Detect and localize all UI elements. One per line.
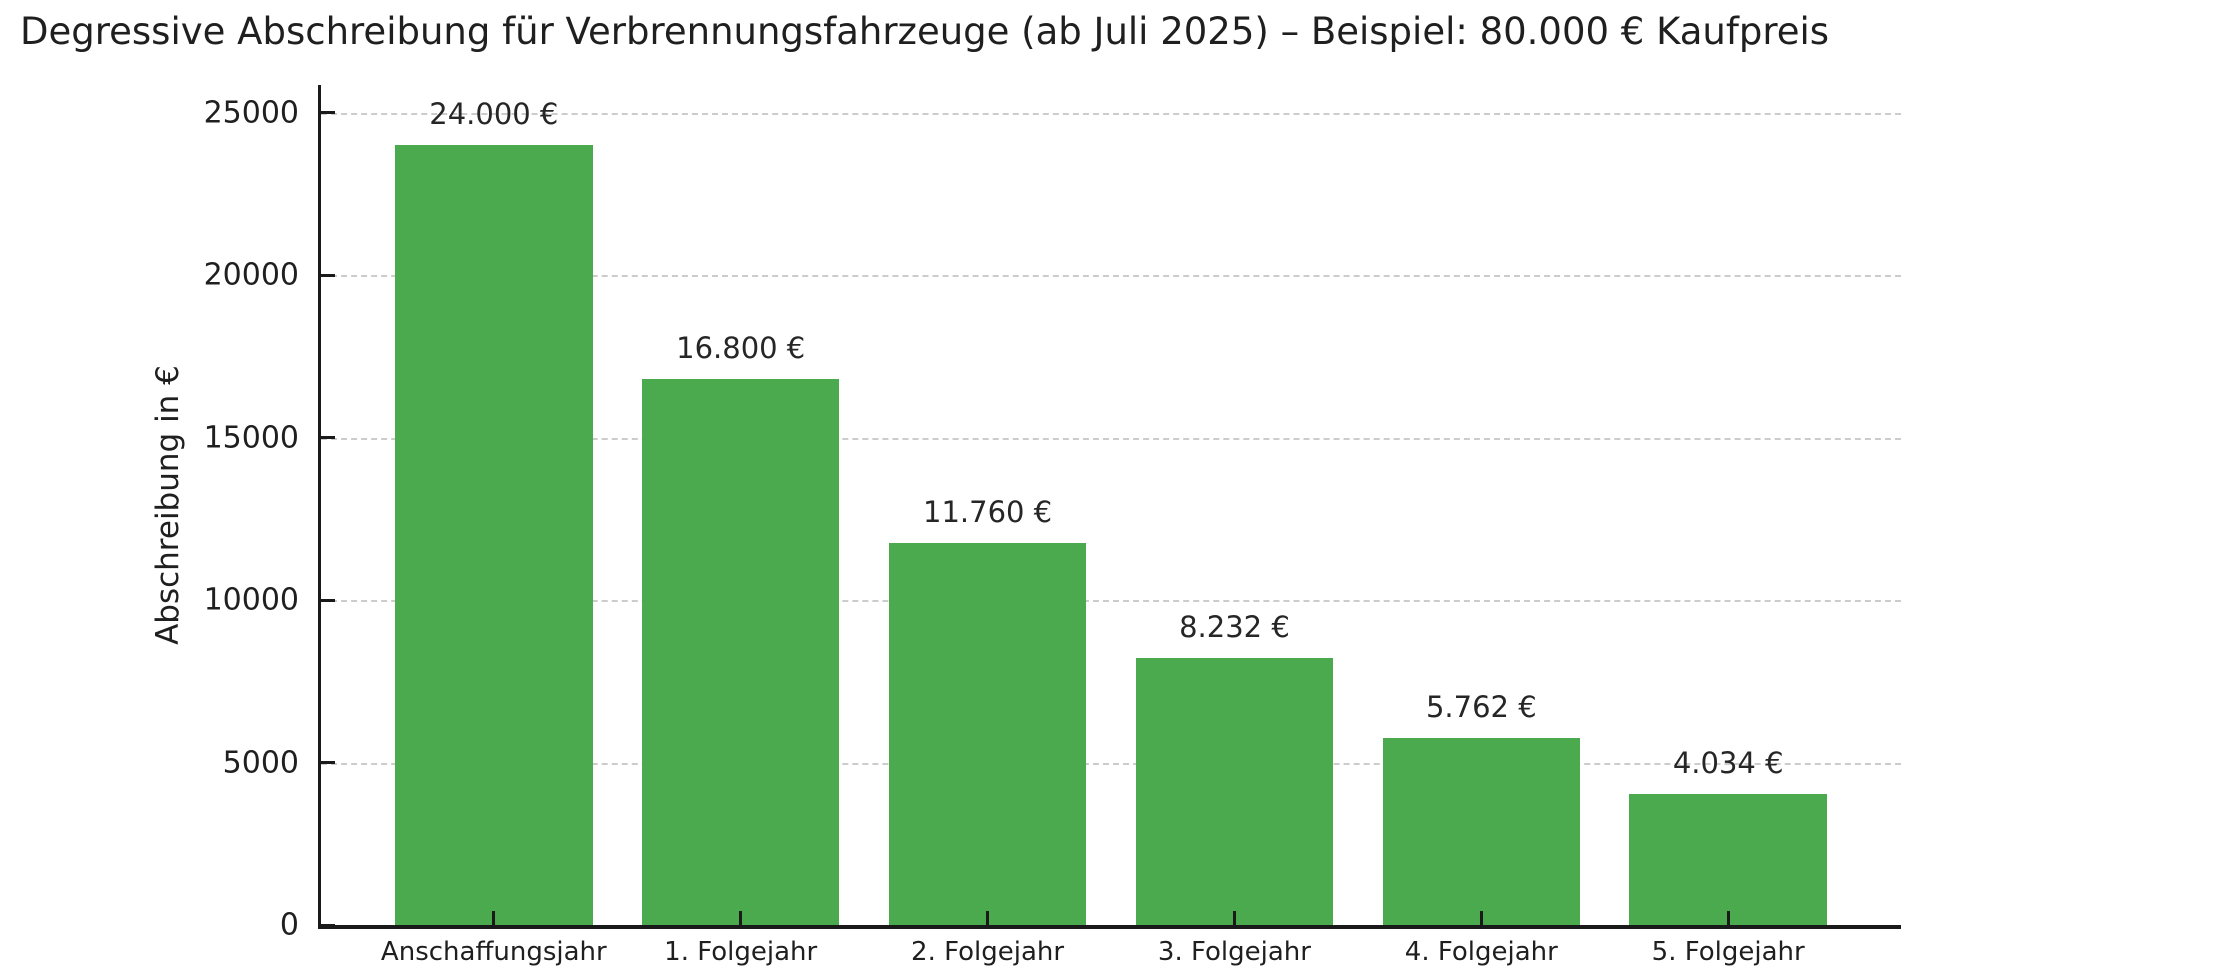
y-tick-label: 15000 [203,420,299,456]
bar-3-folgejahr [1135,657,1334,925]
gridline-15000 [321,437,1901,440]
bar-value-label: 24.000 € [429,97,559,132]
y-tick-label: 25000 [203,95,299,131]
y-tick-label: 10000 [203,582,299,618]
gridline-10000 [321,600,1901,603]
x-tick-label: 3. Folgejahr [1157,937,1311,967]
y-tick-label: 5000 [222,745,299,781]
x-axis-tick [1479,911,1483,925]
chart-title: Degressive Abschreibung für Verbrennungs… [20,10,1830,53]
bar-value-label: 5.762 € [1425,689,1537,724]
y-axis-tick [321,111,335,115]
bar-1-folgejahr [641,379,840,925]
gridline-5000 [321,762,1901,765]
bar-value-label: 11.760 € [922,495,1053,529]
gridline-25000 [321,112,1901,115]
bar-value-label: 8.232 € [1179,609,1290,644]
x-tick-label: 5. Folgejahr [1651,937,1805,967]
x-tick-label: Anschaffungsjahr [380,937,607,967]
x-axis-tick [739,911,743,925]
y-axis-tick [321,761,335,765]
x-tick-label: 2. Folgejahr [911,937,1065,967]
x-axis-tick [1232,911,1236,925]
bar-anschaffungsjahr [395,145,593,925]
bar-2-folgejahr [888,543,1087,925]
x-tick-label: 1. Folgejahr [664,937,818,967]
bar-value-label: 16.800 € [676,331,806,366]
gridline-20000 [321,275,1901,278]
y-axis-label: Abschreibung in € [150,365,186,645]
x-tick-label: 4. Folgejahr [1404,937,1558,967]
y-tick-label: 20000 [203,257,299,293]
plot-area: 0 5000 10000 15000 20000 25000 Anschaffungsjah… [204,85,1901,967]
bar-4-folgejahr [1382,737,1581,925]
y-axis-tick [321,598,335,602]
y-axis-tick [321,923,335,927]
bar-value-label: 4.034 € [1672,745,1784,780]
x-axis-tick [1726,911,1730,925]
y-axis-tick [321,273,335,277]
bar-5-folgejahr [1629,793,1827,925]
y-tick-label: 0 [279,907,299,943]
x-axis-tick [492,911,496,925]
x-axis-tick [986,911,990,925]
y-axis-tick [321,436,335,440]
